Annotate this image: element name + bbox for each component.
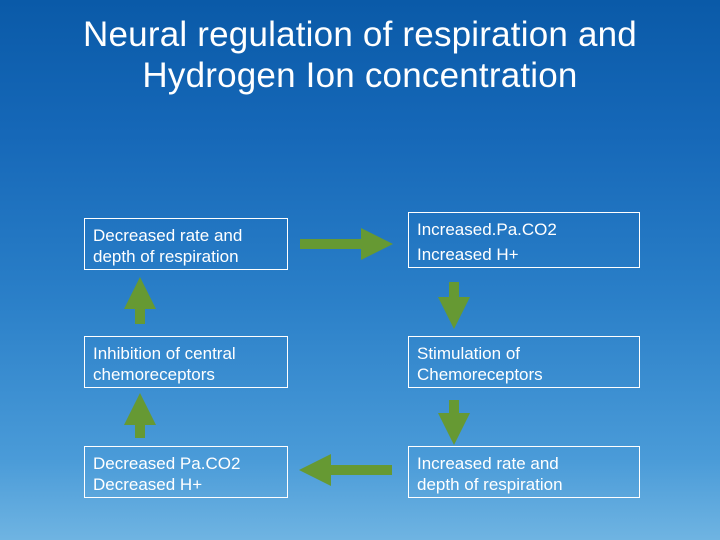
node-line: Decreased Pa.CO2: [93, 453, 279, 474]
node-line: Increased rate and: [417, 453, 631, 474]
node-stimulation-chemoreceptors: Stimulation of Chemoreceptors: [408, 336, 640, 388]
node-line: Inhibition of central: [93, 343, 279, 364]
node-line: chemoreceptors: [93, 364, 279, 385]
node-line: Increased.Pa.CO2: [417, 219, 631, 240]
node-line: depth of respiration: [93, 246, 279, 267]
node-decreased-paco2-h: Decreased Pa.CO2 Decreased H+: [84, 446, 288, 498]
node-line: Increased H+: [417, 244, 631, 265]
node-line: Decreased rate and: [93, 225, 279, 246]
node-line: Stimulation of: [417, 343, 631, 364]
node-increased-paco2-h: Increased.Pa.CO2 Increased H+: [408, 212, 640, 268]
node-line: Decreased H+: [93, 474, 279, 495]
node-line: Chemoreceptors: [417, 364, 631, 385]
flowchart-canvas: Decreased rate and depth of respiration …: [0, 0, 720, 540]
node-decreased-rate-depth: Decreased rate and depth of respiration: [84, 218, 288, 270]
node-line: depth of respiration: [417, 474, 631, 495]
node-increased-rate-depth: Increased rate and depth of respiration: [408, 446, 640, 498]
node-inhibition-central-chemoreceptors: Inhibition of central chemoreceptors: [84, 336, 288, 388]
